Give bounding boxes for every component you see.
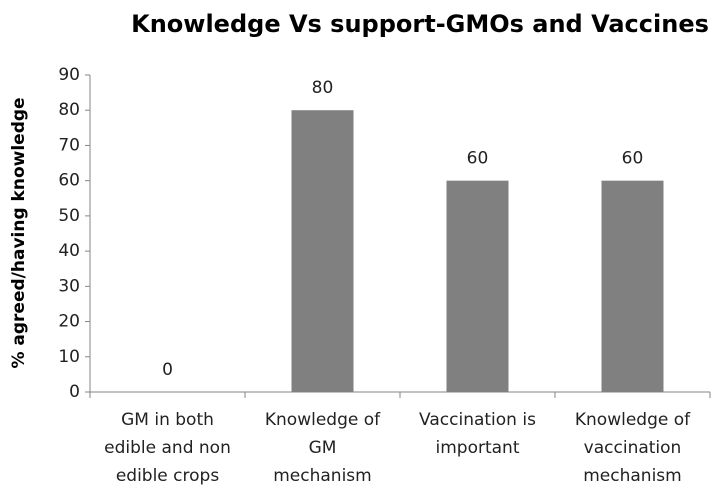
y-tick-label: 30 — [58, 276, 80, 296]
x-tick-label-line: mechanism — [583, 466, 681, 486]
y-tick-label: 40 — [58, 241, 80, 261]
x-tick-label-line: edible and non — [104, 438, 231, 458]
y-tick-label: 90 — [58, 65, 80, 85]
y-tick-label: 60 — [58, 171, 80, 191]
data-label: 60 — [622, 149, 644, 169]
bar — [446, 180, 509, 392]
x-tick-label: Knowledge of vaccination mechanism — [575, 410, 691, 486]
chart-title: Knowledge Vs support-GMOs and Vaccines — [131, 10, 709, 38]
y-tick-label: 10 — [58, 347, 80, 367]
x-tick-label-line: vaccination — [584, 438, 682, 458]
x-tick-label-line: GM — [309, 438, 337, 458]
y-axis-label: % agreed/having knowledge — [9, 97, 29, 368]
x-tick-label-line: edible crops — [116, 466, 220, 486]
y-tick-label: 0 — [69, 382, 80, 402]
x-tick-label-line: Knowledge of — [265, 410, 381, 430]
y-tick-label: 80 — [58, 100, 80, 120]
bar — [291, 110, 354, 392]
data-label: 80 — [312, 78, 334, 98]
data-label: 0 — [162, 360, 173, 380]
x-tick-label-line: mechanism — [273, 466, 371, 486]
x-tick-label-line: Knowledge of — [575, 410, 691, 430]
x-tick-label-line: important — [436, 438, 520, 458]
bar — [601, 180, 664, 392]
x-tick-label-line: GM in both — [121, 410, 214, 430]
x-tick-label: Vaccination is important — [419, 410, 536, 458]
y-tick-label: 20 — [58, 312, 80, 332]
data-label: 60 — [467, 149, 489, 169]
x-tick-label: Knowledge of GM mechanism — [265, 410, 381, 486]
x-tick-label: GM in both edible and non edible crops — [104, 410, 231, 486]
y-tick-label: 50 — [58, 206, 80, 226]
x-tick-label-line: Vaccination is — [419, 410, 536, 430]
y-tick-label: 70 — [58, 135, 80, 155]
